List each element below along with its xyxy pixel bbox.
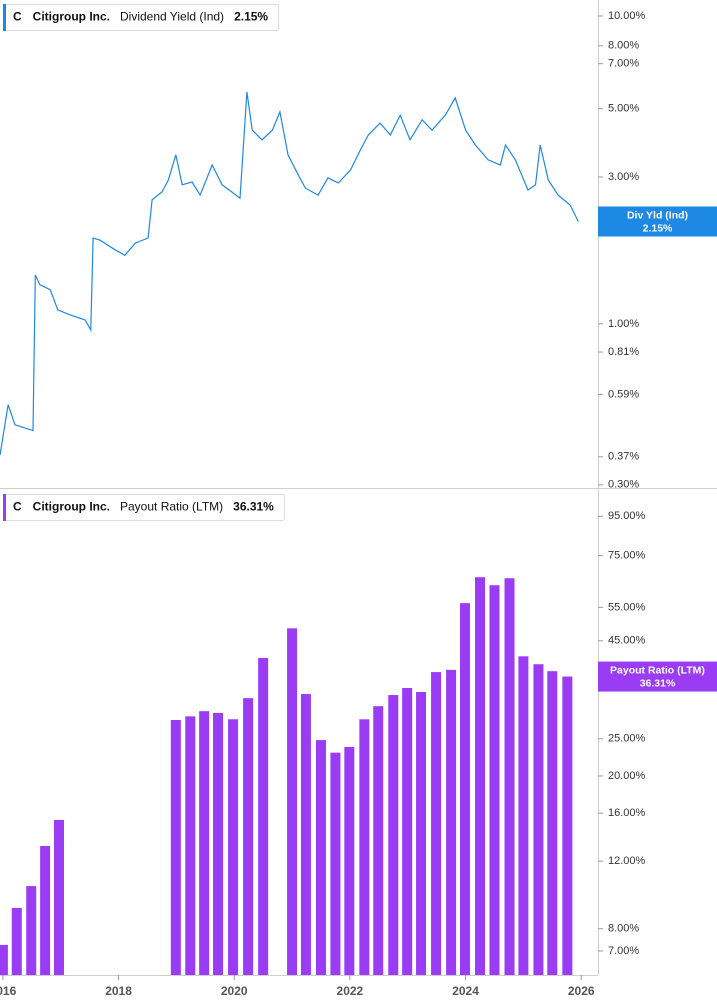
y-tick-label: 20.00% xyxy=(608,770,646,782)
bar xyxy=(533,664,544,975)
legend-company: Citigroup Inc. xyxy=(33,10,110,24)
badge-name: Div Yld (Ind) xyxy=(627,209,688,221)
legend-swatch xyxy=(3,4,6,31)
legend-ticker: C xyxy=(13,500,22,514)
y-tick-label: 3.00% xyxy=(608,171,639,183)
plot-area xyxy=(0,92,579,456)
y-tick-label: 0.59% xyxy=(608,388,639,400)
bar xyxy=(416,691,427,975)
bar xyxy=(562,676,573,975)
bar xyxy=(402,688,413,975)
bar xyxy=(315,740,326,975)
y-tick-label: 55.00% xyxy=(608,601,646,613)
bar xyxy=(287,628,298,975)
bar xyxy=(300,694,311,975)
bar xyxy=(504,578,515,975)
x-tick-label: 2022 xyxy=(337,984,364,998)
value-badge xyxy=(598,206,717,237)
legend-series-name: Dividend Yield (Ind) xyxy=(120,10,224,24)
bar xyxy=(475,577,486,975)
legend-last-value: 36.31% xyxy=(233,500,274,514)
y-tick-label: 0.81% xyxy=(608,346,639,358)
plot-area xyxy=(0,577,573,975)
dividend-yield-line xyxy=(0,92,579,456)
y-tick-label: 8.00% xyxy=(608,923,639,935)
value-badge xyxy=(598,661,717,692)
bar xyxy=(330,752,341,975)
legend-company: Citigroup Inc. xyxy=(33,500,110,514)
x-tick-label: 2026 xyxy=(568,984,595,998)
bar xyxy=(199,711,210,975)
y-tick-label: 1.00% xyxy=(608,318,639,330)
y-tick-label: 95.00% xyxy=(608,510,646,522)
y-tick-label: 12.00% xyxy=(608,855,646,867)
bar xyxy=(258,657,269,975)
y-tick-label: 5.00% xyxy=(608,103,639,115)
x-tick-label: 2018 xyxy=(105,984,132,998)
bar xyxy=(213,712,224,975)
bar xyxy=(0,944,8,975)
y-tick-label: 7.00% xyxy=(608,945,639,957)
bar xyxy=(344,746,355,975)
y-tick-label: 7.00% xyxy=(608,58,639,70)
bar xyxy=(518,656,529,975)
y-tick-label: 10.00% xyxy=(608,10,646,22)
y-tick-label: 25.00% xyxy=(608,733,646,745)
y-tick-label: 8.00% xyxy=(608,40,639,52)
legend-series-name: Payout Ratio (LTM) xyxy=(120,500,223,514)
bar xyxy=(11,907,22,975)
bar xyxy=(40,845,51,975)
y-tick-label: 0.30% xyxy=(608,479,639,491)
legend-last-value: 2.15% xyxy=(234,10,268,24)
x-tick-label: 2020 xyxy=(221,984,248,998)
y-tick-label: 75.00% xyxy=(608,550,646,562)
bar xyxy=(489,585,500,975)
bar xyxy=(359,719,370,975)
bar xyxy=(53,819,64,975)
bar xyxy=(446,669,457,975)
bar xyxy=(388,695,399,975)
bar xyxy=(185,716,196,975)
legend-ticker: C xyxy=(13,10,22,24)
bar xyxy=(170,720,181,975)
badge-name: Payout Ratio (LTM) xyxy=(610,664,705,676)
y-tick-label: 45.00% xyxy=(608,635,646,647)
bar xyxy=(431,672,442,975)
x-tick-label: 2016 xyxy=(0,984,17,998)
badge-value: 36.31% xyxy=(640,677,676,689)
bar xyxy=(547,671,558,975)
badge-value: 2.15% xyxy=(643,222,673,234)
bar xyxy=(459,603,470,975)
bar xyxy=(26,886,37,975)
x-tick-label: 2024 xyxy=(452,984,479,998)
bar xyxy=(243,698,254,975)
legend-swatch xyxy=(3,494,6,521)
bar xyxy=(228,719,239,975)
y-tick-label: 0.37% xyxy=(608,451,639,463)
y-tick-label: 16.00% xyxy=(608,807,646,819)
bar xyxy=(373,706,384,975)
